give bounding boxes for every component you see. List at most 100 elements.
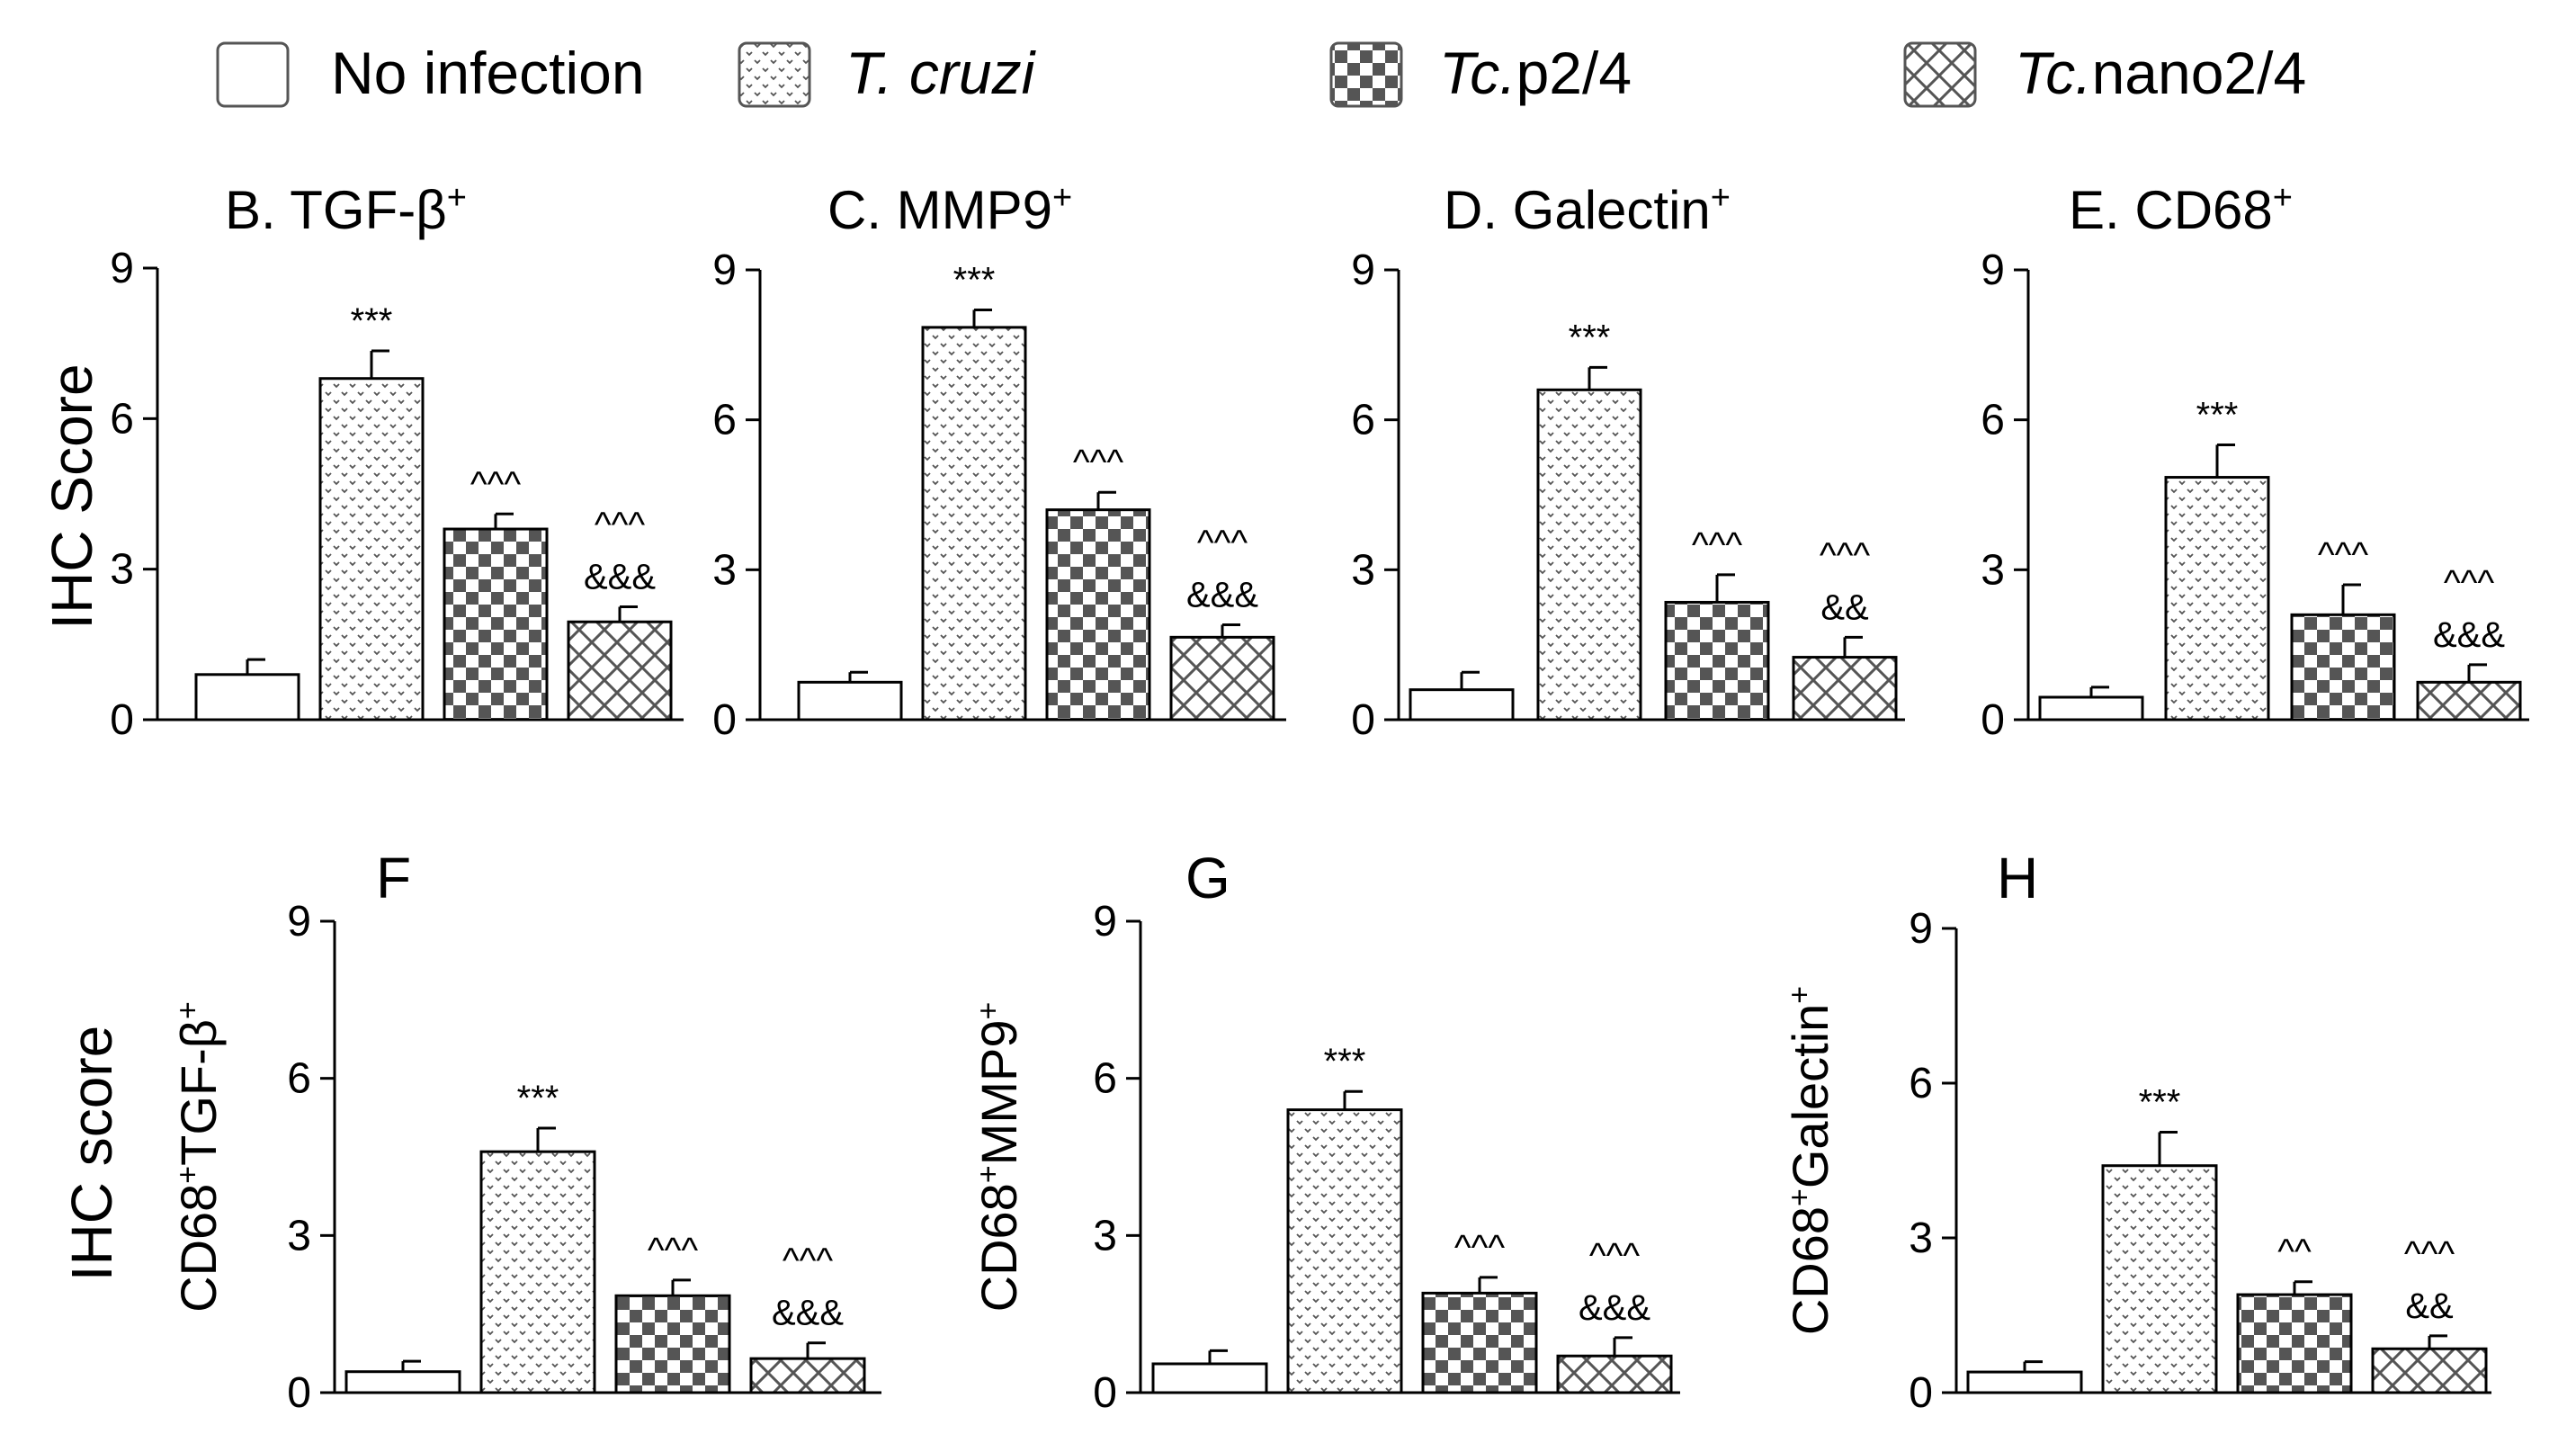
bar-t-cruzi [479, 1150, 596, 1394]
y-tick-label: 0 [110, 696, 134, 744]
panel-title-superscript: + [447, 179, 467, 217]
significance-label-tc-p24: ^^^ [1073, 443, 1124, 482]
significance-label-t-cruzi: *** [1569, 318, 1611, 357]
y-axis-label-superscript: + [171, 1001, 205, 1019]
bar-tc-nano24 [567, 620, 673, 722]
y-tick-label: 9 [1909, 905, 1933, 953]
panel-title: H [1997, 846, 2038, 910]
bar-tc-p24 [1045, 508, 1151, 722]
bar-tc-p24 [443, 527, 549, 722]
y-tick-label: 9 [1093, 898, 1117, 946]
legend-item-t-cruzi: T. cruzi [738, 40, 1037, 108]
bar-tc-p24 [2236, 1293, 2353, 1394]
y-axis-label: CD68+TGF-β+ [170, 1001, 227, 1313]
panel-title-superscript: + [1052, 179, 1072, 217]
significance-label-tc-p24: ^^^ [2318, 535, 2369, 575]
panel-title-superscript: + [1711, 179, 1731, 217]
y-axis-label-part: CD68 [1782, 1206, 1838, 1335]
y-tick-label: 9 [1351, 246, 1375, 294]
bar-tc-nano24 [749, 1357, 866, 1394]
panel-title-superscript: + [2273, 179, 2293, 217]
y-tick-label: 6 [1909, 1060, 1933, 1107]
panel-title: D. Galectin+ [1444, 179, 1731, 240]
significance-label-t-cruzi: *** [517, 1079, 559, 1118]
y-tick-label: 6 [1981, 397, 2005, 444]
legend-label-t-cruzi-italic: T. cruzi [845, 40, 1037, 106]
y-axis-label-part: CD68 [170, 1184, 227, 1313]
bar-tc-p24 [1421, 1291, 1538, 1394]
bar-tc-p24 [614, 1294, 731, 1394]
significance-label-tc-nano24: &&& [1186, 575, 1258, 614]
y-axis-label-superscript: + [971, 1165, 1006, 1183]
significance-label-tc-nano24: && [2405, 1286, 2454, 1326]
bar-no-infection [797, 680, 903, 722]
legend-label-tc-p24-rest: p2/4 [1516, 40, 1632, 106]
y-tick-label: 6 [712, 397, 737, 444]
bar-no-infection [1966, 1370, 2083, 1394]
panel-title: C. MMP9+ [827, 179, 1072, 240]
significance-label-tc-nano24: ^^^ [1589, 1236, 1641, 1276]
legend-label-tc-p24: Tc.p2/4 [1439, 40, 1632, 106]
y-tick-label: 0 [1909, 1369, 1933, 1417]
panel-title: B. TGF-β+ [225, 179, 467, 240]
y-tick-label: 0 [287, 1369, 311, 1417]
significance-label-t-cruzi: *** [1324, 1042, 1366, 1081]
panel-title-main: E. CD68 [2069, 180, 2273, 240]
significance-label-tc-nano24: &&& [2433, 615, 2505, 655]
significance-label-t-cruzi: *** [351, 301, 393, 341]
legend-label-tc-nano24-italic: Tc. [2015, 40, 2092, 106]
y-axis-label-part: CD68 [970, 1183, 1027, 1312]
y-tick-label: 0 [1981, 696, 2005, 744]
y-tick-label: 0 [1351, 696, 1375, 744]
bar-tc-nano24 [2371, 1347, 2488, 1394]
y-axis-label-superscript: + [971, 1002, 1006, 1020]
row-label-bottom: IHC score [59, 1026, 124, 1282]
significance-label-tc-nano24: ^^^ [1197, 523, 1248, 562]
significance-label-tc-p24: ^^^ [1454, 1228, 1506, 1268]
panel-title: E. CD68+ [2069, 179, 2293, 240]
significance-label-tc-p24: ^^^ [648, 1231, 699, 1270]
panel-title-main: D. Galectin [1444, 180, 1711, 240]
panel-title: F [376, 846, 411, 910]
significance-label-tc-nano24: && [1820, 587, 1869, 627]
legend-label-tc-nano24-rest: nano2/4 [2092, 40, 2307, 106]
significance-label-tc-p24: ^^ [2277, 1232, 2312, 1272]
legend-item-tc-nano24: Tc.nano2/4 [1903, 40, 2306, 108]
legend-swatch-tc-p24 [1329, 41, 1403, 108]
y-tick-label: 6 [110, 395, 134, 443]
significance-label-tc-p24: ^^^ [1692, 525, 1743, 565]
bar-tc-nano24 [2416, 680, 2522, 722]
legend-swatch-tc-nano24 [1903, 41, 1977, 108]
y-axis-label-part: Galectin [1782, 1004, 1838, 1188]
y-tick-label: 6 [287, 1055, 311, 1103]
bar-t-cruzi [318, 377, 425, 722]
significance-label-t-cruzi: *** [2139, 1082, 2181, 1122]
panel-title-main: B. TGF-β [225, 180, 447, 240]
legend-label-tc-nano24: Tc.nano2/4 [2015, 40, 2306, 106]
legend-label-no-infection: No infection [331, 40, 645, 106]
bar-t-cruzi [2164, 476, 2270, 722]
significance-label-tc-nano24: &&& [584, 558, 656, 597]
y-tick-label: 3 [1909, 1214, 1933, 1262]
y-tick-label: 9 [110, 245, 134, 292]
significance-label-t-cruzi: *** [953, 260, 996, 300]
legend-swatch-no-infection [216, 41, 290, 108]
bar-t-cruzi [921, 326, 1027, 722]
y-tick-label: 3 [110, 546, 134, 594]
bar-no-infection [1151, 1362, 1268, 1394]
panel-title: G [1185, 846, 1230, 910]
y-tick-label: 9 [1981, 246, 2005, 294]
bar-t-cruzi [1286, 1108, 1403, 1394]
legend-label-tc-p24-italic: Tc. [1439, 40, 1516, 106]
y-tick-label: 3 [1351, 546, 1375, 594]
legend-item-no-infection: No infection [216, 40, 645, 108]
legend-swatch-t-cruzi [738, 41, 811, 108]
y-tick-label: 3 [1093, 1212, 1117, 1259]
bar-no-infection [194, 673, 300, 722]
panel-title-main: G [1185, 846, 1230, 910]
